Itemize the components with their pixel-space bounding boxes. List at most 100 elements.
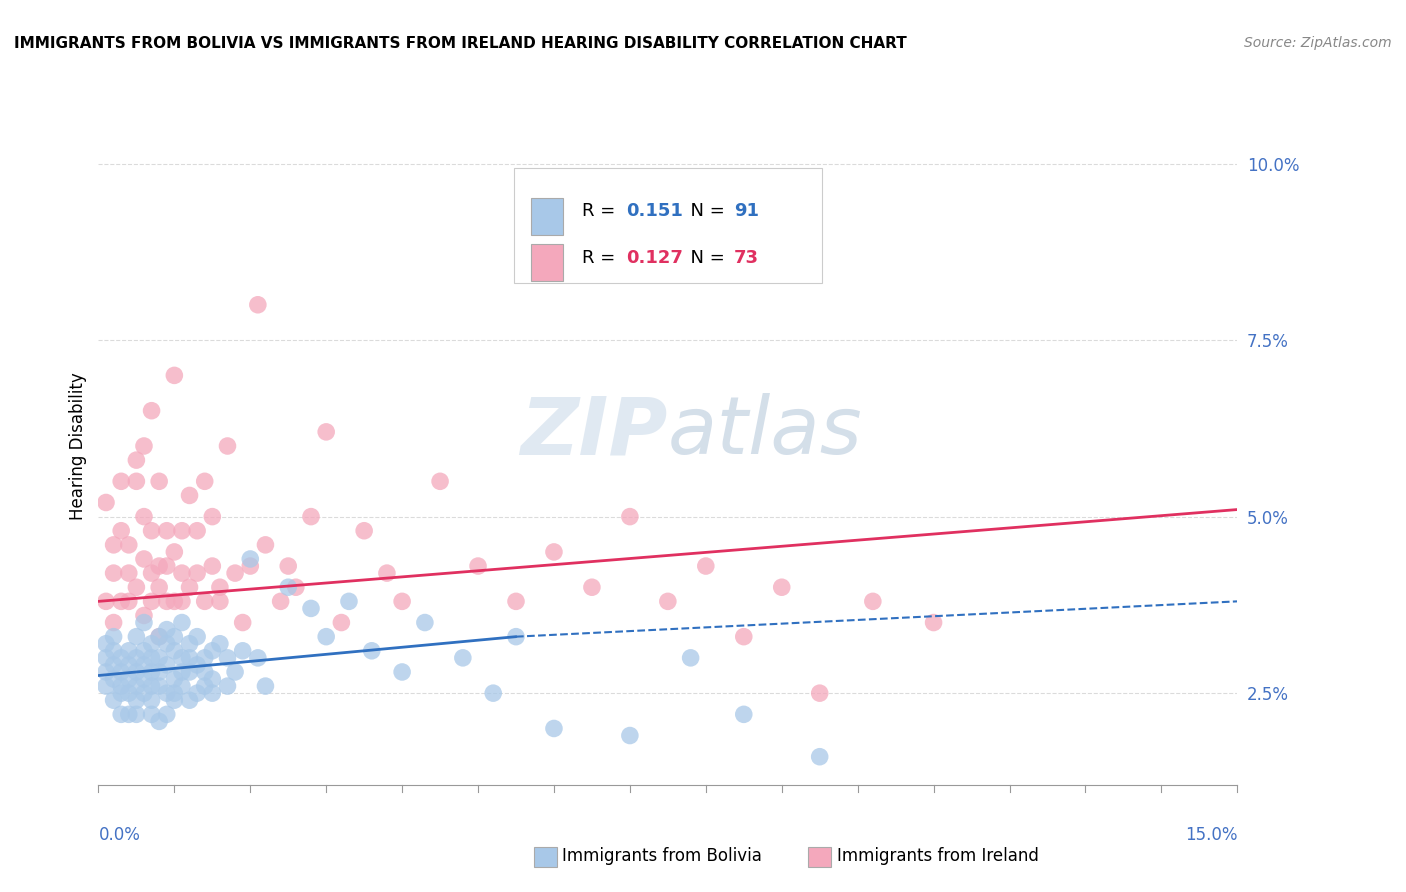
- Point: [94, 495, 117, 509]
- Point: [201, 644, 224, 658]
- Point: [543, 722, 565, 736]
- Point: [360, 644, 382, 658]
- Text: IMMIGRANTS FROM BOLIVIA VS IMMIGRANTS FROM IRELAND HEARING DISABILITY CORRELATIO: IMMIGRANTS FROM BOLIVIA VS IMMIGRANTS FR…: [14, 36, 907, 51]
- Point: [125, 651, 148, 665]
- Text: Immigrants from Bolivia: Immigrants from Bolivia: [562, 847, 762, 865]
- Point: [186, 630, 208, 644]
- Point: [163, 594, 186, 608]
- Point: [103, 615, 125, 630]
- Point: [125, 679, 148, 693]
- Point: [505, 594, 527, 608]
- Point: [299, 601, 322, 615]
- Point: [201, 686, 224, 700]
- Point: [254, 679, 277, 693]
- Point: [179, 488, 201, 502]
- Text: ZIP: ZIP: [520, 393, 668, 472]
- Point: [330, 615, 353, 630]
- Point: [208, 594, 231, 608]
- Text: R =: R =: [582, 202, 621, 219]
- Y-axis label: Hearing Disability: Hearing Disability: [69, 372, 87, 520]
- Point: [201, 672, 224, 686]
- Point: [163, 368, 186, 383]
- Point: [103, 644, 125, 658]
- Point: [217, 679, 239, 693]
- Point: [337, 594, 360, 608]
- Point: [467, 559, 489, 574]
- Point: [141, 594, 163, 608]
- Point: [170, 594, 193, 608]
- Point: [451, 651, 474, 665]
- Point: [808, 749, 831, 764]
- Point: [132, 644, 155, 658]
- Point: [922, 615, 945, 630]
- Point: [217, 439, 239, 453]
- Point: [125, 475, 148, 489]
- Point: [148, 651, 170, 665]
- Point: [94, 651, 117, 665]
- Point: [118, 566, 141, 581]
- Point: [201, 509, 224, 524]
- Point: [862, 594, 884, 608]
- Point: [103, 538, 125, 552]
- Point: [141, 637, 163, 651]
- Point: [141, 707, 163, 722]
- Point: [482, 686, 505, 700]
- Point: [132, 509, 155, 524]
- Point: [733, 630, 755, 644]
- Point: [239, 552, 262, 566]
- Point: [163, 545, 186, 559]
- Point: [543, 545, 565, 559]
- Point: [103, 672, 125, 686]
- Point: [170, 566, 193, 581]
- Point: [118, 707, 141, 722]
- Point: [695, 559, 717, 574]
- Point: [156, 594, 179, 608]
- Point: [232, 615, 254, 630]
- Point: [246, 298, 269, 312]
- Point: [179, 665, 201, 679]
- Point: [179, 637, 201, 651]
- Point: [141, 693, 163, 707]
- Point: [391, 594, 413, 608]
- Point: [208, 637, 231, 651]
- Point: [299, 509, 322, 524]
- Point: [94, 594, 117, 608]
- Point: [246, 651, 269, 665]
- Point: [254, 538, 277, 552]
- Point: [179, 580, 201, 594]
- Point: [239, 559, 262, 574]
- Point: [808, 686, 831, 700]
- Point: [125, 453, 148, 467]
- Point: [156, 623, 179, 637]
- Point: [315, 630, 337, 644]
- Point: [132, 608, 155, 623]
- Point: [118, 686, 141, 700]
- Text: R =: R =: [582, 249, 621, 267]
- Point: [733, 707, 755, 722]
- Point: [232, 644, 254, 658]
- Point: [132, 686, 155, 700]
- Point: [170, 524, 193, 538]
- Point: [118, 644, 141, 658]
- Point: [156, 637, 179, 651]
- Point: [141, 651, 163, 665]
- Point: [163, 693, 186, 707]
- Point: [505, 630, 527, 644]
- Point: [148, 679, 170, 693]
- Point: [619, 509, 641, 524]
- Text: 0.151: 0.151: [626, 202, 682, 219]
- Point: [132, 552, 155, 566]
- Point: [201, 559, 224, 574]
- Point: [132, 657, 155, 672]
- Point: [118, 538, 141, 552]
- Point: [163, 644, 186, 658]
- Text: atlas: atlas: [668, 393, 863, 472]
- Text: 0.127: 0.127: [626, 249, 682, 267]
- Point: [353, 524, 375, 538]
- Point: [103, 630, 125, 644]
- Point: [194, 475, 217, 489]
- Point: [186, 686, 208, 700]
- Point: [217, 651, 239, 665]
- Point: [156, 657, 179, 672]
- Point: [125, 665, 148, 679]
